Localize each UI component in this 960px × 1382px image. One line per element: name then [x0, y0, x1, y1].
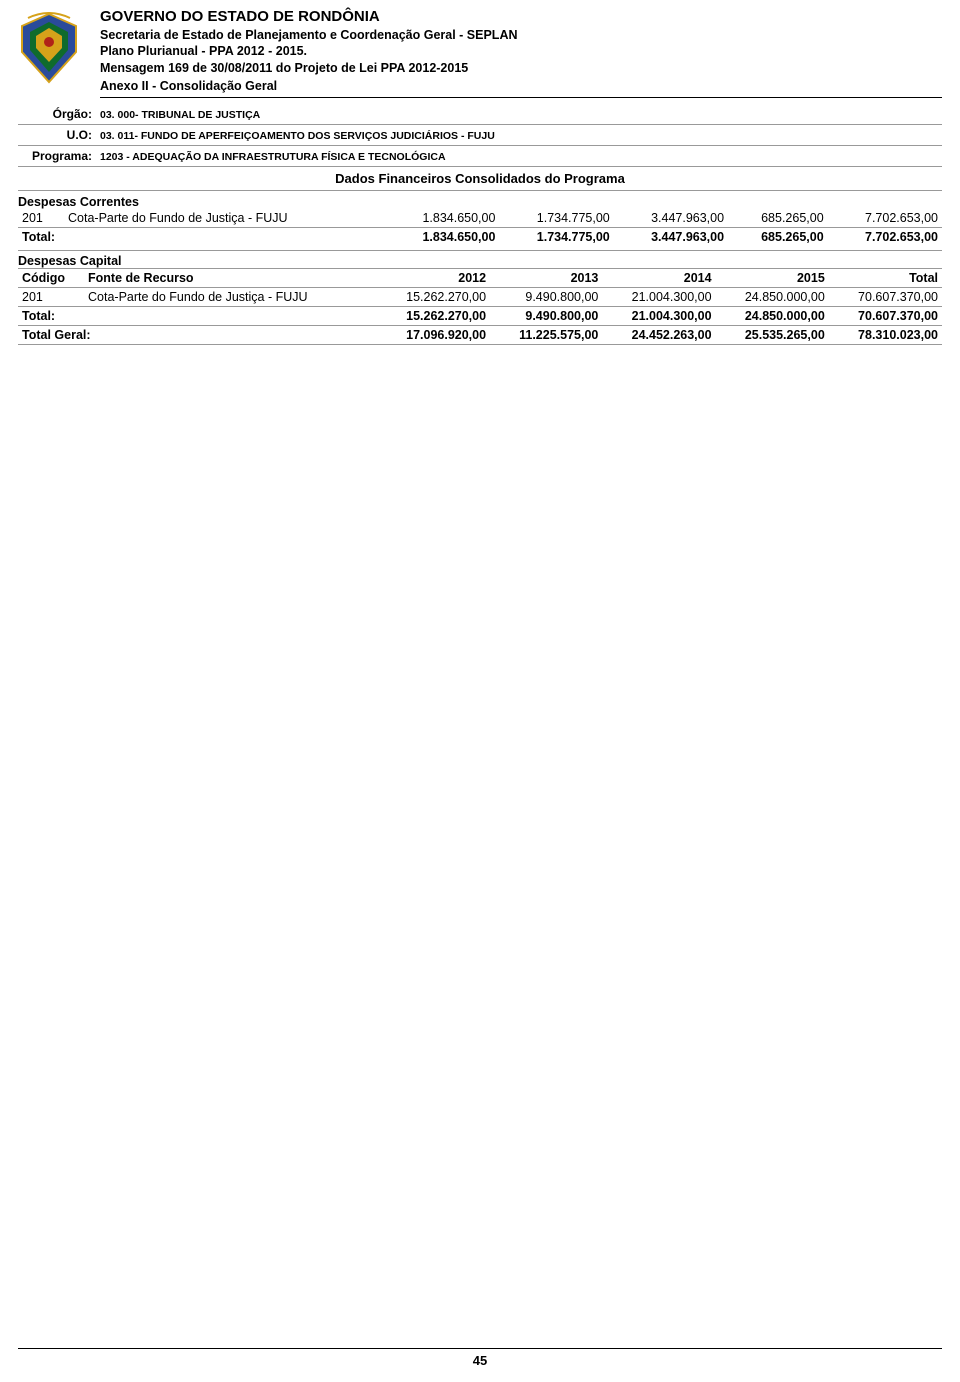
- total-geral-row: Total Geral: 17.096.920,00 11.225.575,00…: [18, 326, 942, 345]
- th-2014: 2014: [602, 269, 715, 288]
- th-codigo: Código: [18, 269, 84, 288]
- despesas-correntes-table: 201 Cota-Parte do Fundo de Justiça - FUJ…: [18, 209, 942, 246]
- row-desc: Cota-Parte do Fundo de Justiça - FUJU: [64, 209, 385, 228]
- cell-2014: 21.004.300,00: [602, 288, 715, 307]
- cell-2015: 685.265,00: [728, 209, 828, 228]
- header-msg: Mensagem 169 de 30/08/2011 do Projeto de…: [100, 61, 942, 77]
- cell-2012: 15.262.270,00: [377, 288, 490, 307]
- grand-2012: 17.096.920,00: [377, 326, 490, 345]
- orgao-label: Órgão:: [18, 107, 100, 121]
- total-2013: 1.734.775,00: [499, 228, 613, 247]
- total-label: Total:: [18, 307, 377, 326]
- cell-2012: 1.834.650,00: [385, 209, 499, 228]
- row-code: 201: [18, 288, 84, 307]
- meta-block: Órgão: 03. 000- TRIBUNAL DE JUSTIÇA U.O:…: [18, 104, 942, 167]
- cell-2013: 9.490.800,00: [490, 288, 602, 307]
- total-2015: 24.850.000,00: [716, 307, 829, 326]
- cell-total: 7.702.653,00: [828, 209, 942, 228]
- th-2013: 2013: [490, 269, 602, 288]
- programa-value: 1203 - ADEQUAÇÃO DA INFRAESTRUTURA FÍSIC…: [100, 151, 446, 163]
- total-total: 70.607.370,00: [829, 307, 942, 326]
- header-anexo: Anexo II - Consolidação Geral: [100, 79, 942, 99]
- th-fonte: Fonte de Recurso: [84, 269, 377, 288]
- cell-2014: 3.447.963,00: [614, 209, 728, 228]
- uo-value: 03. 011- FUNDO DE APERFEIÇOAMENTO DOS SE…: [100, 130, 495, 142]
- section-title: Dados Financeiros Consolidados do Progra…: [18, 167, 942, 191]
- cell-total: 70.607.370,00: [829, 288, 942, 307]
- row-desc: Cota-Parte do Fundo de Justiça - FUJU: [84, 288, 377, 307]
- table-row: 201 Cota-Parte do Fundo de Justiça - FUJ…: [18, 209, 942, 228]
- total-2014: 3.447.963,00: [614, 228, 728, 247]
- despesas-capital-table: Código Fonte de Recurso 2012 2013 2014 2…: [18, 268, 942, 345]
- grand-2014: 24.452.263,00: [602, 326, 715, 345]
- page-number: 45: [18, 1348, 942, 1368]
- total-2014: 21.004.300,00: [602, 307, 715, 326]
- grand-2015: 25.535.265,00: [716, 326, 829, 345]
- capital-total-row: Total: 15.262.270,00 9.490.800,00 21.004…: [18, 307, 942, 326]
- total-total: 7.702.653,00: [828, 228, 942, 247]
- document-header: GOVERNO DO ESTADO DE RONDÔNIA Secretaria…: [18, 8, 942, 100]
- total-2015: 685.265,00: [728, 228, 828, 247]
- th-2015: 2015: [716, 269, 829, 288]
- uo-label: U.O:: [18, 128, 100, 142]
- correntes-total-row: Total: 1.834.650,00 1.734.775,00 3.447.9…: [18, 228, 942, 247]
- total-2012: 15.262.270,00: [377, 307, 490, 326]
- despesas-capital-label: Despesas Capital: [18, 250, 942, 268]
- cell-2013: 1.734.775,00: [499, 209, 613, 228]
- grand-2013: 11.225.575,00: [490, 326, 602, 345]
- despesas-correntes-label: Despesas Correntes: [18, 195, 942, 209]
- cell-2015: 24.850.000,00: [716, 288, 829, 307]
- table-row: 201 Cota-Parte do Fundo de Justiça - FUJ…: [18, 288, 942, 307]
- state-crest-icon: [18, 12, 80, 84]
- grand-label: Total Geral:: [18, 326, 377, 345]
- header-sec: Secretaria de Estado de Planejamento e C…: [100, 28, 942, 44]
- orgao-value: 03. 000- TRIBUNAL DE JUSTIÇA: [100, 109, 260, 121]
- header-gov: GOVERNO DO ESTADO DE RONDÔNIA: [100, 8, 942, 27]
- row-code: 201: [18, 209, 64, 228]
- total-label: Total:: [18, 228, 385, 247]
- total-2013: 9.490.800,00: [490, 307, 602, 326]
- th-total: Total: [829, 269, 942, 288]
- total-2012: 1.834.650,00: [385, 228, 499, 247]
- programa-label: Programa:: [18, 149, 100, 163]
- th-2012: 2012: [377, 269, 490, 288]
- header-plan: Plano Plurianual - PPA 2012 - 2015.: [100, 44, 942, 60]
- table-header-row: Código Fonte de Recurso 2012 2013 2014 2…: [18, 269, 942, 288]
- grand-total: 78.310.023,00: [829, 326, 942, 345]
